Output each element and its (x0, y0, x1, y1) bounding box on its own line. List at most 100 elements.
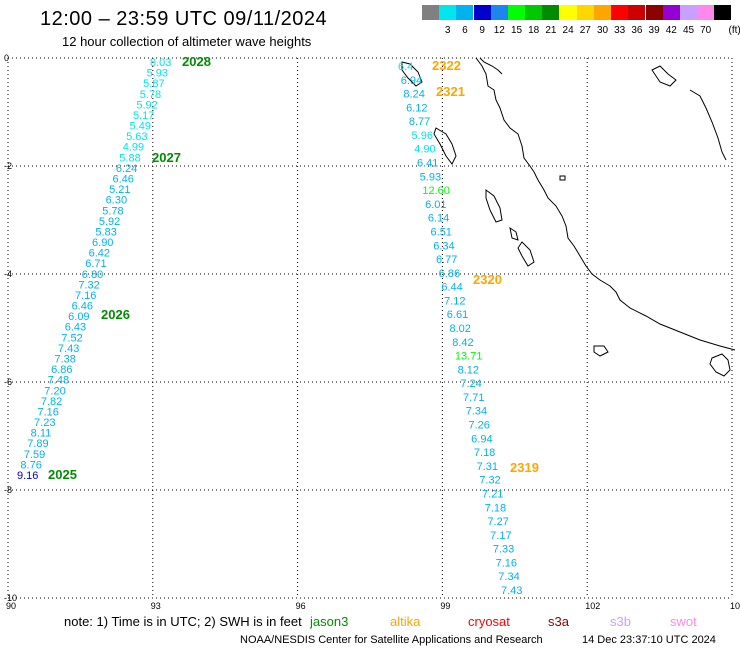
altimeter-map[interactable]: 909396991021050-2-4-6-8-10 8.035.935.875… (0, 0, 740, 612)
pass-label: 2319 (510, 460, 539, 475)
colorbar-swatch (525, 5, 543, 20)
lat-tick-label: -4 (4, 269, 12, 279)
colorbar-swatch (714, 5, 732, 20)
colorbar-label: 39 (648, 25, 660, 36)
swh-value: 6.77 (436, 254, 457, 266)
swh-value: 5.93 (420, 171, 441, 183)
footer-timestamp: 14 Dec 23:37:10 UTC 2024 (582, 634, 716, 646)
swh-value: 6.12 (406, 102, 427, 114)
swh-value: 7.16 (37, 406, 58, 418)
colorbar-swatch (576, 5, 594, 20)
swh-value: 6.90 (92, 237, 113, 249)
swh-value: 5.92 (136, 99, 157, 111)
swh-value: 8.76 (20, 459, 41, 471)
lat-tick-label: 0 (4, 53, 9, 63)
lon-tick-label: 102 (585, 601, 600, 611)
lon-tick-label: 105 (730, 601, 740, 611)
swh-value: 8.24 (403, 89, 424, 101)
swh-value: 7.71 (463, 392, 484, 404)
swh-value: 5.93 (147, 68, 168, 80)
swh-value: 6.24 (116, 163, 137, 175)
swh-value: 7.16 (75, 290, 96, 302)
swh-value: 6.30 (106, 195, 127, 207)
colorbar-swatch (611, 5, 629, 20)
swh-value: 7.43 (58, 343, 79, 355)
lat-tick-label: -6 (4, 377, 12, 387)
swh-value: 7.34 (466, 406, 487, 418)
page-subtitle: 12 hour collection of altimeter wave hei… (62, 34, 312, 49)
small-islet (559, 175, 566, 181)
colorbar-label: 30 (596, 25, 609, 36)
colorbar-swatch (662, 5, 680, 20)
pass-label: 2027 (152, 150, 181, 165)
colorbar-label: 45 (682, 25, 695, 36)
colorbar-swatch (680, 5, 697, 20)
swh-value: 13.71 (455, 351, 483, 363)
swh-value: 7.59 (24, 449, 45, 461)
footer-note: note: 1) Time is in UTC; 2) SWH is in fe… (64, 614, 302, 629)
swh-value: 6.4 (398, 61, 413, 73)
pass-label: 2028 (182, 54, 211, 69)
colorbar-label: 24 (562, 25, 574, 36)
footer: note: 1) Time is in UTC; 2) SWH is in fe… (0, 612, 740, 650)
colorbar-swatch (490, 5, 508, 20)
colorbar-unit: (ft) (728, 25, 740, 36)
swh-value: 5.21 (109, 184, 130, 196)
siberut-island (485, 189, 503, 223)
colorbar-swatch (594, 5, 611, 20)
pass-label: 2321 (436, 84, 465, 99)
swh-value: 7.48 (48, 375, 69, 387)
colorbar-swatch (456, 5, 474, 20)
colorbar-label: 27 (579, 25, 591, 36)
sumatra-north-coast (479, 57, 503, 75)
colorbar-label: 70 (700, 25, 712, 36)
swh-value: 5.92 (99, 216, 120, 228)
swh-value: 7.12 (444, 295, 465, 307)
colorbar-label: 9 (479, 25, 485, 36)
swh-value: 7.38 (55, 354, 76, 366)
lon-tick-label: 90 (6, 601, 16, 611)
colorbar-swatch (559, 5, 577, 20)
swh-value: 7.82 (41, 396, 62, 408)
colorbar-swatch (508, 5, 525, 20)
swh-value: 7.89 (27, 438, 48, 450)
nias-island (433, 127, 457, 165)
pass-label: 2320 (473, 272, 502, 287)
swh-value: 7.52 (61, 332, 82, 344)
swh-value: 8.12 (458, 364, 479, 376)
lon-tick-label: 99 (440, 601, 450, 611)
swh-value: 7.16 (496, 557, 517, 569)
swh-value: 6.43 (65, 322, 86, 334)
java-west-tip (709, 353, 731, 377)
swh-value: 6.86 (439, 268, 460, 280)
lat-tick-label: -8 (4, 485, 12, 495)
swh-value: 7.18 (474, 447, 495, 459)
swh-value: 5.87 (143, 78, 164, 90)
swh-value: 5.88 (119, 152, 140, 164)
colorbar-label: 42 (665, 25, 677, 36)
swh-value: 6.34 (433, 240, 454, 252)
satellite-legend-item: swot (670, 614, 697, 629)
colorbar-label: 6 (462, 25, 468, 36)
footer-credit: NOAA/NESDIS Center for Satellite Applica… (240, 634, 543, 646)
swh-value: 4.90 (414, 144, 435, 156)
swh-value: 6.09 (68, 311, 89, 323)
swh-value: 7.34 (498, 571, 519, 583)
swh-value: 4.99 (123, 142, 144, 154)
colorbar-swatch (473, 5, 491, 20)
swh-value: 7.18 (485, 502, 506, 514)
colorbar-swatch (645, 5, 663, 20)
malay-coast-fragment (651, 65, 677, 87)
pass-label: 2322 (432, 58, 461, 73)
swh-value: 6.42 (89, 248, 110, 260)
pass-label: 2026 (101, 307, 130, 322)
swh-value: 6.94 (471, 433, 492, 445)
swh-value: 7.23 (34, 417, 55, 429)
lat-tick-label: -2 (4, 161, 12, 171)
swh-value: 8.02 (450, 323, 471, 335)
colorbar-label: 15 (510, 25, 523, 36)
swh-value: 5.17 (133, 110, 154, 122)
colorbar-swatch (697, 5, 715, 20)
swh-value: 7.24 (460, 378, 481, 390)
satellite-legend-item: jason3 (310, 614, 349, 629)
